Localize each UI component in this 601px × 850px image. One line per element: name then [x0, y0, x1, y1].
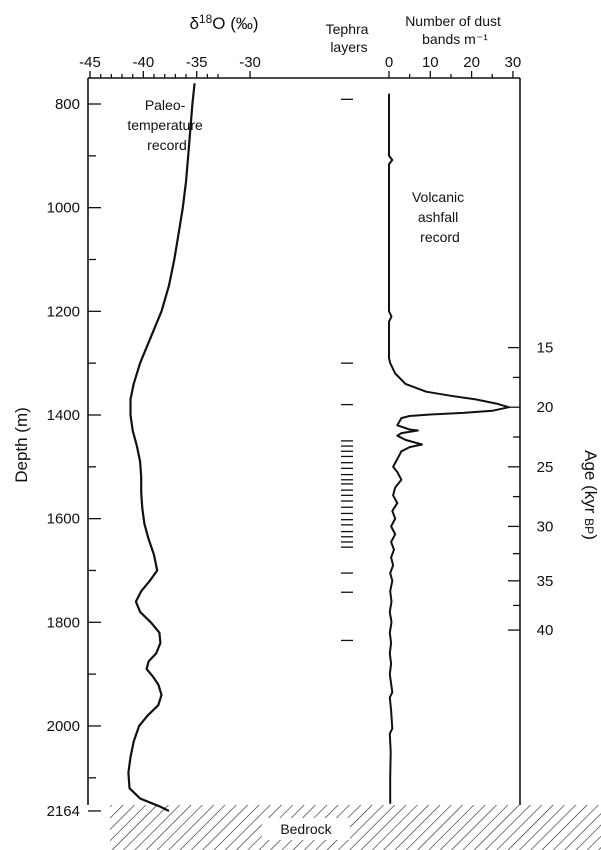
- dust-axis-title: Number of dust bands m⁻¹: [405, 13, 505, 47]
- age-tick-label: 20: [537, 399, 554, 416]
- d18o-axis-title: δ18O (‰): [189, 12, 258, 33]
- age-tick-label: 15: [537, 340, 554, 357]
- depth-tick-label: 1800: [47, 614, 80, 631]
- depth-tick-label: 1600: [47, 511, 80, 528]
- depth-tick-label: 1000: [47, 200, 80, 217]
- depth-tick-label: 1400: [47, 407, 80, 424]
- depth-axis-ticks: 800 1000 1200 1400 1600 1800 2000 2164: [47, 96, 101, 820]
- bedrock-label-box: [262, 818, 350, 840]
- age-tick-label: 35: [537, 573, 554, 590]
- depth-tick-label: 800: [55, 96, 80, 113]
- dust-tick-label: 0: [385, 54, 393, 71]
- paleotemperature-label: Paleo- temperature record: [127, 97, 206, 153]
- series-lines: [127, 83, 510, 812]
- d18o-tick-label: -40: [133, 54, 155, 71]
- tephra-layer-marks: [341, 98, 353, 642]
- depth-tick-label: 1200: [47, 303, 80, 320]
- bedrock-hatch: [110, 805, 601, 850]
- d18o-axis-ticks: -45 -40 -35 -30: [79, 54, 261, 78]
- age-axis-title: Age (kyr BP): [581, 450, 600, 540]
- dust-axis-ticks: 0 10 20 30: [385, 54, 521, 78]
- axes-frame: [87, 77, 521, 805]
- paleotemperature-line: [127, 83, 196, 812]
- dust-tick-label: 10: [422, 54, 439, 71]
- volcanic_ashfall-line: [388, 93, 510, 804]
- age-tick-label: 25: [537, 459, 554, 476]
- d18o-tick-label: -30: [239, 54, 261, 71]
- dust-tick-label: 20: [463, 54, 480, 71]
- dust-tick-label: 30: [505, 54, 522, 71]
- bedrock-layer: Bedrock: [110, 805, 601, 850]
- tephra-layers-title: Tephra layers: [326, 21, 373, 55]
- age-tick-label: 40: [537, 622, 554, 639]
- depth-tick-label: 2164: [47, 803, 80, 820]
- age-axis-ticks: 15 20 25 30 35 40: [508, 340, 553, 639]
- d18o-tick-label: -45: [79, 54, 101, 71]
- age-tick-label: 30: [537, 518, 554, 535]
- depth-tick-label: 2000: [47, 718, 80, 735]
- bedrock-label: Bedrock: [280, 821, 332, 837]
- volcanic-ashfall-label: Volcanic ashfall record: [412, 189, 468, 245]
- depth-axis-title: Depth (m): [12, 407, 31, 483]
- d18o-tick-label: -35: [186, 54, 208, 71]
